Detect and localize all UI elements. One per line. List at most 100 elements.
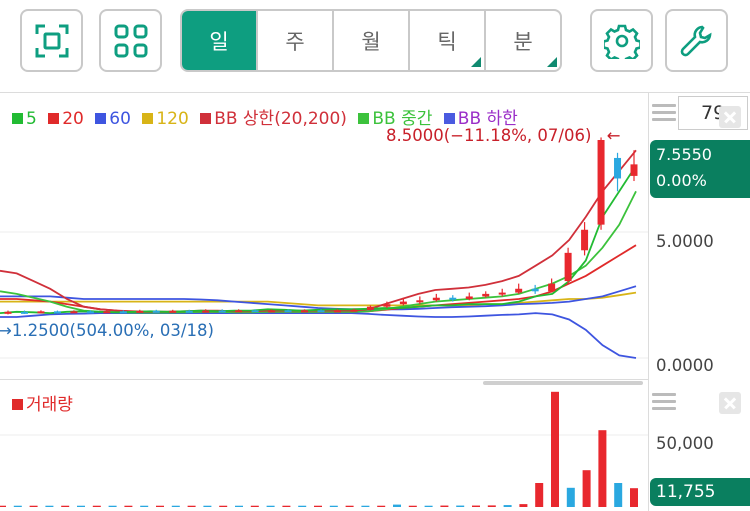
candle-body <box>251 310 259 313</box>
price-chart <box>0 92 750 387</box>
volume-bar <box>156 505 164 507</box>
volume-bar <box>361 505 370 507</box>
volume-bar <box>598 430 607 507</box>
volume-bar <box>329 505 338 507</box>
volume-bar <box>345 505 354 507</box>
volume-bar <box>92 505 101 507</box>
fullscreen-button[interactable] <box>20 9 83 72</box>
volume-bar <box>503 505 512 507</box>
candle-body <box>564 252 572 282</box>
legend-bb-upper-label: BB 상한(20,200) <box>214 109 347 129</box>
period-tabs: 일 주 월 틱 분 <box>180 9 562 72</box>
candle-body <box>366 306 374 310</box>
ma60-line <box>0 285 637 311</box>
candle-body <box>136 310 144 313</box>
candle-body <box>449 297 457 300</box>
tools-button[interactable] <box>665 9 728 72</box>
volume-bar <box>282 505 291 507</box>
candle-body <box>548 283 556 292</box>
volume-bar <box>519 504 528 507</box>
legend-ma60-label: 60 <box>109 109 131 129</box>
tab-week[interactable]: 주 <box>258 11 334 70</box>
volume-bar <box>377 505 386 507</box>
volume-bar <box>124 505 133 507</box>
candle-body <box>103 311 111 314</box>
grid-icon <box>114 24 147 57</box>
legend-bb-lower-label: BB 하한 <box>457 109 518 129</box>
volume-bar <box>108 505 117 507</box>
volume-bar <box>61 505 70 507</box>
volume-bar <box>250 505 259 507</box>
legend-bb-mid[interactable]: BB 중간 <box>358 109 432 129</box>
current-price-tag: 7.5550 0.00% <box>650 140 750 198</box>
y-tick-5: 5.0000 <box>656 232 714 251</box>
volume-bar <box>298 505 307 507</box>
candle-body <box>383 304 391 307</box>
candle-body <box>597 140 605 225</box>
volume-y-tick: 50,000 <box>656 434 714 453</box>
close-icon[interactable] <box>719 106 741 128</box>
legend-ma120[interactable]: 120 <box>142 109 189 129</box>
candle-body <box>317 310 325 313</box>
arrow-right-icon: → <box>0 321 12 340</box>
legend-ma5[interactable]: 5 <box>12 109 37 129</box>
volume-bar <box>614 483 623 507</box>
dropdown-corner-icon <box>547 57 557 67</box>
fullscreen-icon <box>35 24 68 57</box>
candle-body <box>614 157 622 179</box>
price-chart-panel[interactable]: 5 20 60 120 BB 상한(20,200) BB 중간 BB 하한 8.… <box>0 92 750 387</box>
volume-bar <box>13 505 22 507</box>
volume-bar <box>140 505 149 507</box>
grid-view-button[interactable] <box>99 9 162 72</box>
candle-body <box>53 311 61 314</box>
settings-button[interactable] <box>590 9 653 72</box>
candle-body <box>169 310 177 313</box>
candle-body <box>202 310 210 313</box>
legend-bb-mid-label: BB 중간 <box>372 109 433 129</box>
current-volume-value: 11,755 <box>656 482 716 502</box>
candle-body <box>630 164 638 176</box>
tab-day[interactable]: 일 <box>182 11 258 70</box>
candle-body <box>284 310 292 313</box>
legend-bb-upper[interactable]: BB 상한(20,200) <box>200 109 347 129</box>
legend-bb-lower[interactable]: BB 하한 <box>443 109 518 129</box>
tab-tick[interactable]: 틱 <box>410 11 486 70</box>
candle-body <box>581 229 589 251</box>
volume-bar <box>314 505 322 507</box>
candle-body <box>70 311 78 314</box>
volume-menu-icon[interactable] <box>652 393 676 411</box>
arrow-left-icon: ← <box>606 126 621 145</box>
close-icon[interactable] <box>719 392 741 414</box>
volume-bar <box>551 391 559 507</box>
volume-bar <box>171 505 180 507</box>
volume-bar <box>535 483 544 507</box>
tab-minute[interactable]: 분 <box>486 11 560 70</box>
candle-body <box>416 300 424 303</box>
tab-month[interactable]: 월 <box>334 11 410 70</box>
legend-ma20[interactable]: 20 <box>48 109 84 129</box>
volume-bar <box>45 505 54 507</box>
volume-bar <box>29 505 38 507</box>
candle-body <box>498 292 506 295</box>
volume-label: 거래량 <box>26 395 73 415</box>
volume-bar <box>393 504 401 507</box>
candle-body <box>218 310 226 313</box>
volume-chart-panel[interactable]: 거래량 50,000 11,755 <box>0 387 750 511</box>
current-change-value: 0.00% <box>656 171 707 190</box>
chart-menu-icon[interactable] <box>652 104 676 122</box>
legend-ma60[interactable]: 60 <box>95 109 131 129</box>
volume-bar <box>582 470 591 507</box>
current-volume-tag: 11,755 <box>650 478 750 506</box>
toolbar: 일 주 월 틱 분 <box>0 0 750 84</box>
candle-body <box>531 288 539 292</box>
candle-body <box>37 311 45 314</box>
candle-body <box>20 311 28 314</box>
volume-bar <box>630 488 638 507</box>
volume-bar <box>472 505 480 507</box>
legend-ma120-label: 120 <box>156 109 189 129</box>
volume-bar <box>203 505 212 507</box>
volume-bar <box>77 505 85 507</box>
candle-body <box>268 310 276 313</box>
volume-bar <box>0 505 6 507</box>
candle-body <box>432 297 440 301</box>
